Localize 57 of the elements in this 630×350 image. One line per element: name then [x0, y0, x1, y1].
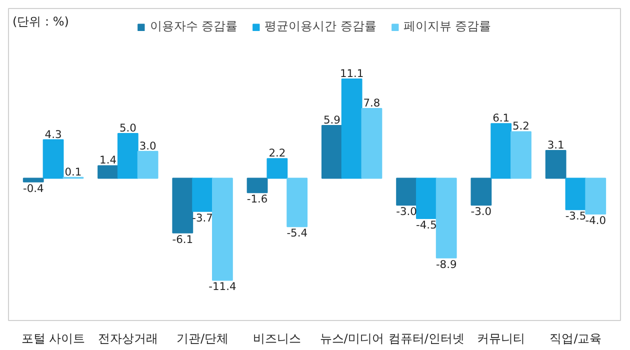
- text: (단위 : %): [12, 14, 69, 28]
- bar: [490, 123, 512, 179]
- bar: [117, 133, 138, 179]
- data-label: 1.4: [100, 154, 117, 167]
- bar: [22, 178, 44, 182]
- data-label: 2.2: [268, 146, 286, 160]
- data-label: -3.0: [470, 205, 492, 218]
- data-label: 3.0: [139, 139, 157, 152]
- data-label: -8.9: [436, 258, 457, 271]
- data-label: -5.4: [286, 226, 308, 240]
- data-label: -11.4: [208, 280, 236, 294]
- data-label: -6.1: [172, 232, 194, 246]
- data-label: 4.3: [44, 128, 62, 141]
- data-label: -3.5: [565, 210, 586, 223]
- legend-label: 평균이용시간 증감률: [264, 18, 376, 35]
- bar: [436, 178, 457, 258]
- bar: [212, 178, 233, 281]
- bar: [192, 178, 213, 212]
- bar: [246, 178, 268, 194]
- bar: [416, 178, 437, 220]
- legend-label: 이용자수 증감률: [150, 18, 238, 35]
- x-tick-label: 전자상거래: [98, 332, 158, 346]
- data-label: 11.1: [340, 66, 364, 80]
- bar: [545, 150, 566, 179]
- data-label: 5.2: [512, 120, 530, 133]
- x-tick-label: 비즈니스: [253, 332, 302, 346]
- data-label: 7.8: [363, 96, 380, 110]
- legend-label: 페이지뷰 증감률: [403, 18, 492, 35]
- bar: [565, 178, 586, 210]
- x-tick-label: 포털 사이트: [21, 332, 86, 346]
- bar: [172, 178, 194, 234]
- x-tick-label: 컴퓨터/인터넷: [388, 332, 464, 346]
- bar: [286, 178, 308, 228]
- x-tick-label: 직업/교육: [550, 332, 602, 346]
- data-label: 0.1: [64, 165, 82, 178]
- data-label: -4.0: [585, 214, 606, 228]
- data-label: -1.6: [246, 192, 268, 206]
- data-label: -0.4: [22, 182, 44, 195]
- x-tick-label: 뉴스/미디어: [320, 332, 384, 346]
- data-label: 3.1: [547, 138, 564, 152]
- bar: [361, 108, 382, 179]
- data-label: 5.9: [323, 113, 341, 126]
- x-tick-label: 커뮤니티: [477, 332, 526, 346]
- bar: [266, 158, 288, 179]
- data-label: -4.5: [416, 218, 437, 232]
- bar: [321, 124, 342, 179]
- bar: [510, 131, 532, 179]
- bar: [470, 178, 492, 206]
- data-label: 5.0: [119, 122, 137, 135]
- bar: [396, 178, 417, 206]
- bar: [42, 139, 64, 179]
- bar: [137, 150, 158, 179]
- bar: [341, 78, 362, 179]
- bar: [585, 178, 606, 215]
- data-label: 6.1: [492, 112, 510, 125]
- bar: [98, 165, 118, 179]
- x-tick-label: 기관/단체: [176, 332, 229, 346]
